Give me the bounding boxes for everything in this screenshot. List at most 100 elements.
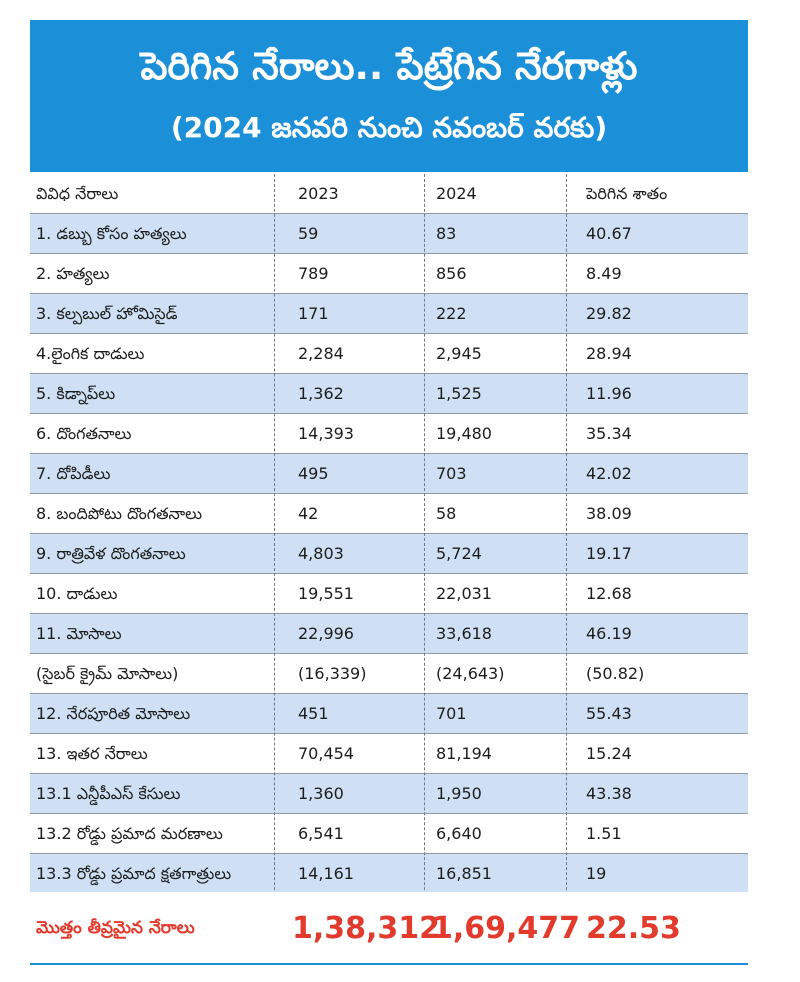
column-header-0: వివిధ నేరాలు xyxy=(36,184,119,203)
total-2024: 1,69,477 xyxy=(432,911,581,946)
year-2024-cell: 58 xyxy=(436,504,457,523)
increase-percent-cell: 46.19 xyxy=(586,624,632,643)
crime-type-cell: 13.1 ఎన్డీపీఎస్ కేసులు xyxy=(36,784,181,803)
crime-type-cell: 2. హత్యలు xyxy=(36,264,110,283)
table-row: 10. దాడులు 19,551 22,031 12.68 xyxy=(30,574,748,614)
table-row: 5. కిడ్నాప్‌లు 1,362 1,525 11.96 xyxy=(30,374,748,414)
increase-percent-cell: 38.09 xyxy=(586,504,632,523)
table-row: 8. బందిపోటు దొంగతనాలు 42 58 38.09 xyxy=(30,494,748,534)
increase-percent-cell: 42.02 xyxy=(586,464,632,483)
total-row: మొత్తం తీవ్రమైన నేరాలు 1,38,312 1,69,477… xyxy=(30,892,748,965)
table-row: 13.3 రోడ్డు ప్రమాద క్షతగాత్రులు 14,161 16,… xyxy=(30,854,748,894)
table-row: 1. డబ్బు కోసం హత్యలు 59 83 40.67 xyxy=(30,214,748,254)
table-title: పెరిగిన నేరాలు.. పేట్రేగిన నేరగాళ్లు xyxy=(140,44,638,88)
column-header-1: 2023 xyxy=(298,184,339,203)
year-2024-cell: 1,950 xyxy=(436,784,482,803)
total-2023: 1,38,312 xyxy=(292,911,441,946)
table-row: 11. మోసాలు 22,996 33,618 46.19 xyxy=(30,614,748,654)
crime-type-cell: 8. బందిపోటు దొంగతనాలు xyxy=(36,504,203,523)
year-2024-cell: 83 xyxy=(436,224,457,243)
increase-percent-cell: (50.82) xyxy=(586,664,645,683)
increase-percent-cell: 40.67 xyxy=(586,224,632,243)
table-row: 13.2 రోడ్డు ప్రమాద మరణాలు 6,541 6,640 1.51 xyxy=(30,814,748,854)
increase-percent-cell: 43.38 xyxy=(586,784,632,803)
column-divider xyxy=(274,174,275,930)
crime-type-cell: 10. దాడులు xyxy=(36,584,118,603)
increase-percent-cell: 28.94 xyxy=(586,344,632,363)
table-row: 7. దోపిడీలు 495 703 42.02 xyxy=(30,454,748,494)
year-2023-cell: 451 xyxy=(298,704,329,723)
year-2023-cell: 1,362 xyxy=(298,384,344,403)
top-strip xyxy=(0,0,800,20)
crime-type-cell: 11. మోసాలు xyxy=(36,624,122,643)
crime-type-cell: 5. కిడ్నాప్‌లు xyxy=(36,384,116,403)
table-row: 3. కల్పబుల్ హోమిసైడ్ 171 222 29.82 xyxy=(30,294,748,334)
increase-percent-cell: 55.43 xyxy=(586,704,632,723)
year-2023-cell: 1,360 xyxy=(298,784,344,803)
table-row: 4.లైంగిక దాడులు 2,284 2,945 28.94 xyxy=(30,334,748,374)
year-2024-cell: 16,851 xyxy=(436,864,492,883)
table-header-banner: పెరిగిన నేరాలు.. పేట్రేగిన నేరగాళ్లు (20… xyxy=(30,20,748,172)
year-2024-cell: 222 xyxy=(436,304,467,323)
crime-type-cell: 4.లైంగిక దాడులు xyxy=(36,344,145,363)
increase-percent-cell: 29.82 xyxy=(586,304,632,323)
table-row: 2. హత్యలు 789 856 8.49 xyxy=(30,254,748,294)
year-2024-cell: 33,618 xyxy=(436,624,492,643)
crime-type-cell: 13. ఇతర నేరాలు xyxy=(36,744,148,763)
year-2024-cell: 6,640 xyxy=(436,824,482,843)
year-2023-cell: 6,541 xyxy=(298,824,344,843)
year-2023-cell: 495 xyxy=(298,464,329,483)
crime-type-cell: 12. నేరపూరిత మోసాలు xyxy=(36,704,191,723)
crime-type-cell: (సైబర్ క్రైమ్ మోసాలు) xyxy=(36,664,179,683)
year-2024-cell: (24,643) xyxy=(436,664,505,683)
total-label: మొత్తం తీవ్రమైన నేరాలు xyxy=(36,918,195,938)
crime-type-cell: 3. కల్పబుల్ హోమిసైడ్ xyxy=(36,304,178,323)
year-2023-cell: 19,551 xyxy=(298,584,354,603)
table-row: 12. నేరపూరిత మోసాలు 451 701 55.43 xyxy=(30,694,748,734)
table-row: 13.1 ఎన్డీపీఎస్ కేసులు 1,360 1,950 43.38 xyxy=(30,774,748,814)
year-2023-cell: 2,284 xyxy=(298,344,344,363)
total-increase-percent: 22.53 xyxy=(586,911,681,946)
year-2023-cell: 171 xyxy=(298,304,329,323)
increase-percent-cell: 1.51 xyxy=(586,824,622,843)
crime-type-cell: 1. డబ్బు కోసం హత్యలు xyxy=(36,224,187,243)
year-2024-cell: 701 xyxy=(436,704,467,723)
increase-percent-cell: 19 xyxy=(586,864,607,883)
increase-percent-cell: 11.96 xyxy=(586,384,632,403)
year-2023-cell: 42 xyxy=(298,504,319,523)
year-2023-cell: 4,803 xyxy=(298,544,344,563)
increase-percent-cell: 8.49 xyxy=(586,264,622,283)
table-row: (సైబర్ క్రైమ్ మోసాలు) (16,339) (24,643) (50… xyxy=(30,654,748,694)
crime-type-cell: 9. రాత్రివేళ దొంగతనాలు xyxy=(36,544,186,563)
year-2023-cell: 70,454 xyxy=(298,744,354,763)
column-divider xyxy=(566,174,567,930)
increase-percent-cell: 35.34 xyxy=(586,424,632,443)
year-2023-cell: (16,339) xyxy=(298,664,367,683)
increase-percent-cell: 19.17 xyxy=(586,544,632,563)
crime-type-cell: 6. దొంగతనాలు xyxy=(36,424,132,443)
year-2023-cell: 789 xyxy=(298,264,329,283)
crime-statistics-table: పెరిగిన నేరాలు.. పేట్రేగిన నేరగాళ్లు (20… xyxy=(30,20,748,965)
increase-percent-cell: 12.68 xyxy=(586,584,632,603)
crime-type-cell: 13.2 రోడ్డు ప్రమాద మరణాలు xyxy=(36,824,223,843)
year-2024-cell: 22,031 xyxy=(436,584,492,603)
table-row: 13. ఇతర నేరాలు 70,454 81,194 15.24 xyxy=(30,734,748,774)
year-2024-cell: 856 xyxy=(436,264,467,283)
year-2023-cell: 59 xyxy=(298,224,319,243)
year-2023-cell: 22,996 xyxy=(298,624,354,643)
year-2024-cell: 1,525 xyxy=(436,384,482,403)
table-subtitle: (2024 జనవరి నుంచి నవంబర్ వరకు) xyxy=(170,111,608,144)
year-2023-cell: 14,393 xyxy=(298,424,354,443)
crime-type-cell: 13.3 రోడ్డు ప్రమాద క్షతగాత్రులు xyxy=(36,864,232,883)
table-row: 6. దొంగతనాలు 14,393 19,480 35.34 xyxy=(30,414,748,454)
crime-type-cell: 7. దోపిడీలు xyxy=(36,464,111,483)
table-column-header-row: వివిధ నేరాలు 2023 2024 పెరిగిన శాతం xyxy=(30,174,748,214)
year-2024-cell: 19,480 xyxy=(436,424,492,443)
column-divider xyxy=(424,174,425,930)
year-2024-cell: 5,724 xyxy=(436,544,482,563)
table-row: 9. రాత్రివేళ దొంగతనాలు 4,803 5,724 19.17 xyxy=(30,534,748,574)
year-2024-cell: 703 xyxy=(436,464,467,483)
year-2024-cell: 2,945 xyxy=(436,344,482,363)
column-header-3: పెరిగిన శాతం xyxy=(586,184,668,203)
increase-percent-cell: 15.24 xyxy=(586,744,632,763)
